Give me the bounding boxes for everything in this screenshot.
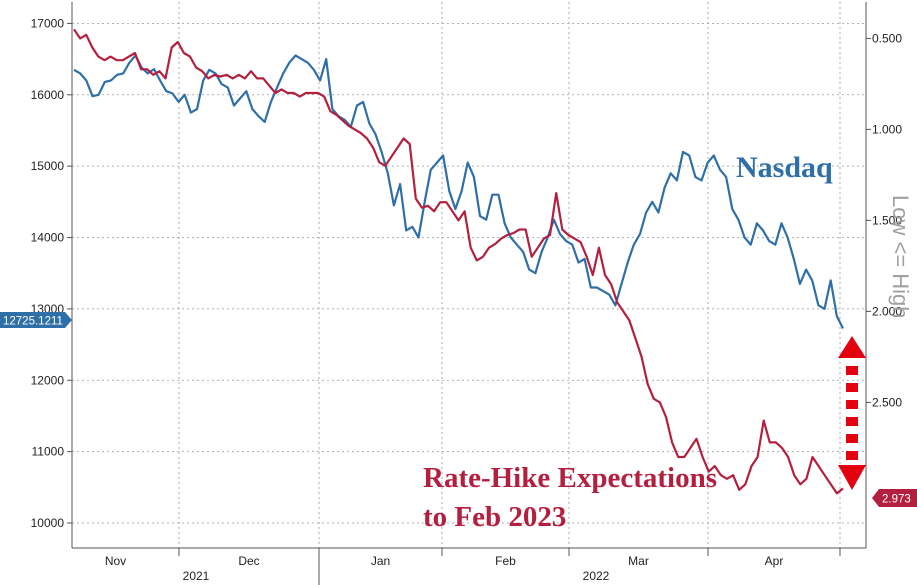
month-label: Dec bbox=[238, 554, 259, 568]
nasdaq-label: Nasdaq bbox=[736, 151, 833, 184]
nasdaq-current-badge: 12725.1211 bbox=[0, 312, 72, 328]
year-label: 2021 bbox=[183, 569, 210, 583]
right-tick-label: 2.500 bbox=[872, 395, 902, 409]
month-label: Feb bbox=[495, 554, 516, 568]
right-tick-label: 1.000 bbox=[872, 122, 902, 136]
left-tick-label: 15000 bbox=[31, 159, 65, 173]
rate-label-line2: to Feb 2023 bbox=[423, 501, 566, 533]
left-tick-label: 17000 bbox=[31, 16, 65, 30]
left-tick-label: 11000 bbox=[32, 445, 65, 459]
right-tick-label: 2.000 bbox=[872, 304, 902, 318]
right-axis-title: Low <= High bbox=[888, 195, 913, 319]
month-label: Nov bbox=[105, 554, 126, 568]
nasdaq-current-value: 12725.1211 bbox=[3, 316, 63, 328]
grid bbox=[72, 2, 866, 548]
left-tick-label: 14000 bbox=[31, 231, 65, 245]
right-tick-label: 1.500 bbox=[872, 213, 902, 227]
left-tick-label: 10000 bbox=[31, 516, 65, 530]
x-axis: Nov Dec Jan Feb Mar Apr 2021 2022 bbox=[72, 547, 866, 585]
month-label: Mar bbox=[628, 554, 649, 568]
left-tick-label: 16000 bbox=[31, 88, 65, 102]
rate-current-value: 2.973 bbox=[882, 494, 911, 506]
month-label: Apr bbox=[765, 554, 784, 568]
rate-hike-series-line bbox=[73, 28, 844, 495]
double-arrow-icon bbox=[838, 336, 866, 490]
month-label: Jan bbox=[371, 554, 390, 568]
rate-label-line1: Rate-Hike Expectations bbox=[423, 462, 717, 494]
right-axis: 0.500 1.000 1.500 2.000 2.500 bbox=[865, 2, 902, 548]
rate-current-badge: 2.973 bbox=[872, 489, 917, 507]
right-tick-label: 0.500 bbox=[872, 31, 902, 45]
year-label: 2022 bbox=[583, 569, 610, 583]
left-tick-label: 12000 bbox=[31, 373, 65, 387]
series-layer bbox=[73, 28, 844, 495]
nasdaq-series-line bbox=[73, 54, 844, 329]
